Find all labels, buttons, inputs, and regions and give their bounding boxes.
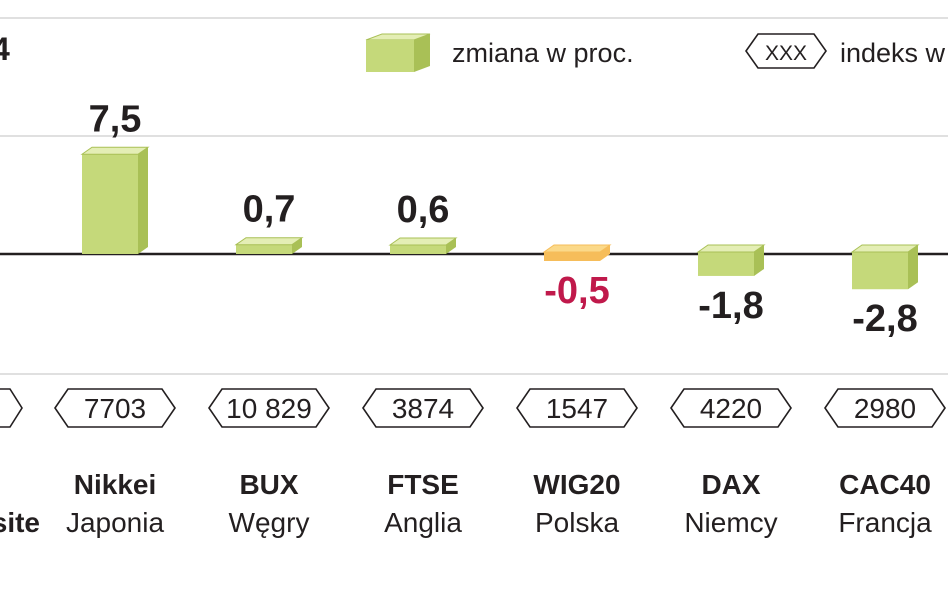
bars [80, 146, 920, 290]
index-value-box [516, 388, 638, 428]
legend-index-label: indeks w [840, 38, 946, 68]
index-value-box [362, 388, 484, 428]
bar-front [236, 244, 292, 254]
legend-change-label: zmiana w proc. [452, 38, 634, 68]
legend-change-swatch [365, 33, 431, 72]
bar-front [82, 154, 138, 254]
bar-side [292, 237, 302, 254]
left-partial-index-box [0, 388, 23, 428]
bar-top [234, 237, 304, 246]
index-value-box [824, 388, 946, 428]
index-value: 3874 [392, 393, 454, 424]
bar-top [542, 244, 612, 253]
index-value-box [670, 388, 792, 428]
bar-side [754, 245, 764, 276]
bar-front [698, 252, 754, 276]
grid-lines [0, 17, 948, 375]
country-name: Węgry [229, 507, 310, 538]
bar-labels: 7,5 7703 Nikkei Japonia 0,7 10 829 BUX Węgry 0,6… [54, 98, 946, 538]
index-value: 4220 [700, 393, 762, 424]
index-name: DAX [701, 469, 760, 500]
value-label: -1,8 [698, 285, 763, 327]
value-label: -0,5 [544, 270, 609, 312]
bar-front [390, 245, 446, 254]
index-value: 10 829 [226, 393, 312, 424]
bar-cac40 [850, 244, 920, 290]
value-label: 7,5 [89, 98, 142, 140]
bar-side [600, 245, 610, 261]
left-partial-value: 4 [0, 31, 10, 67]
legend: zmiana w proc. XXX indeks w [365, 33, 946, 72]
value-label: 0,6 [397, 189, 450, 231]
index-value-box [54, 388, 176, 428]
bar-side [908, 245, 918, 290]
bar-bux [234, 237, 304, 254]
bar-dax [696, 244, 766, 276]
country-name: Polska [535, 507, 619, 538]
left-partial-column: 4 site [0, 31, 40, 538]
bar-front [852, 252, 908, 290]
index-value: 7703 [84, 393, 146, 424]
country-name: Anglia [384, 507, 462, 538]
value-label: -2,8 [852, 298, 917, 340]
country-name: Francja [838, 507, 932, 538]
bar-side [446, 238, 456, 254]
bar-side [138, 147, 148, 254]
bar-top [388, 237, 458, 246]
bar-top [850, 244, 920, 253]
index-name: Nikkei [74, 469, 157, 500]
country-name: Niemcy [684, 507, 777, 538]
index-name: WIG20 [533, 469, 620, 500]
value-label: 0,7 [243, 189, 296, 231]
index-name: CAC40 [839, 469, 931, 500]
left-partial-name: site [0, 507, 40, 538]
bar-ftse [388, 237, 458, 254]
legend-index-swatch: XXX [745, 33, 827, 69]
bar-top [80, 146, 150, 155]
bar-wig20 [542, 244, 612, 261]
index-value-box [208, 388, 330, 428]
legend-index-swatch-text: XXX [765, 42, 807, 65]
bar-nikkei [80, 146, 150, 254]
index-value: 2980 [854, 393, 916, 424]
country-name: Japonia [66, 507, 165, 538]
bar-front [544, 252, 600, 261]
bar-top [696, 244, 766, 253]
index-value: 1547 [546, 393, 608, 424]
index-name: BUX [239, 469, 298, 500]
index-name: FTSE [387, 469, 459, 500]
